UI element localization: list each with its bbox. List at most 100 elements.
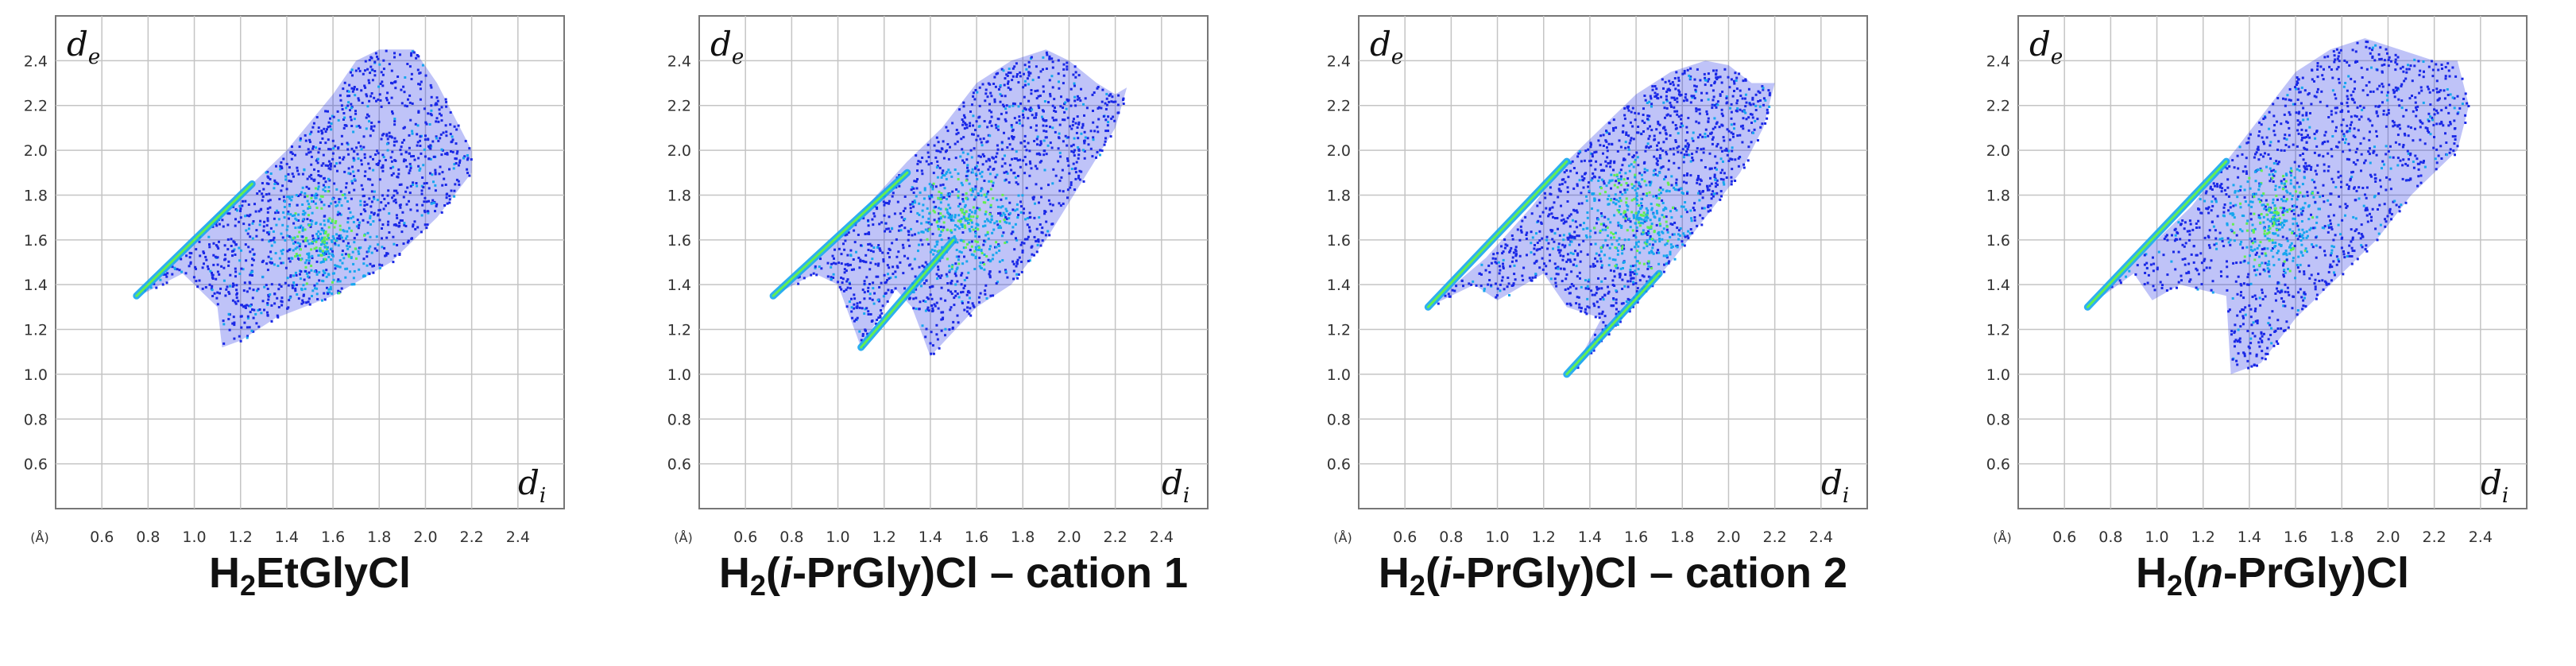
dense-point	[1618, 209, 1621, 211]
dense-point	[326, 234, 329, 238]
fingerprint-point	[234, 243, 238, 246]
fingerprint-point	[882, 260, 885, 263]
fingerprint-point	[1715, 122, 1718, 126]
fingerprint-point	[980, 141, 983, 144]
fingerprint-point	[912, 297, 915, 300]
fingerprint-point	[1618, 139, 1621, 142]
fingerprint-point	[931, 344, 934, 347]
fingerprint-point	[946, 143, 950, 145]
fingerprint-point	[228, 292, 231, 296]
fingerprint-point	[1715, 192, 1719, 195]
fingerprint-point	[987, 258, 990, 261]
fingerprint-point	[1508, 294, 1510, 296]
dense-point	[1619, 223, 1622, 227]
dense-point	[1633, 184, 1636, 188]
fingerprint-point	[458, 161, 461, 165]
fingerprint-point	[1549, 229, 1553, 231]
dense-point	[338, 292, 341, 295]
fingerprint-point	[267, 233, 270, 236]
fingerprint-point	[993, 76, 996, 79]
fingerprint-point	[1077, 174, 1081, 177]
fingerprint-point	[1673, 153, 1676, 156]
fingerprint-point	[1007, 86, 1010, 89]
fingerprint-point	[249, 271, 253, 274]
dense-point	[320, 254, 323, 257]
fingerprint-point	[1695, 150, 1698, 153]
fingerprint-point	[875, 275, 878, 278]
fingerprint-point	[1661, 199, 1664, 202]
fingerprint-point	[977, 193, 980, 196]
fingerprint-point	[922, 265, 926, 269]
fingerprint-point	[866, 332, 869, 335]
fingerprint-point	[251, 222, 254, 225]
fingerprint-point	[969, 314, 973, 317]
fingerprint-point	[401, 211, 404, 214]
fingerprint-point	[2216, 185, 2219, 188]
dense-point	[965, 179, 968, 182]
fingerprint-point	[398, 184, 401, 186]
fingerprint-point	[1730, 110, 1733, 114]
fingerprint-point	[1635, 203, 1638, 205]
fingerprint-point	[994, 176, 997, 179]
fingerprint-point	[362, 194, 366, 197]
fingerprint-point	[1076, 115, 1079, 118]
fingerprint-point	[1097, 118, 1100, 121]
fingerprint-point	[428, 123, 431, 126]
dense-point	[946, 228, 949, 231]
fingerprint-point	[909, 203, 912, 206]
fingerprint-point	[1035, 183, 1038, 186]
fingerprint-point	[440, 148, 443, 151]
fingerprint-point	[1699, 214, 1702, 217]
fingerprint-point	[1006, 146, 1009, 149]
fingerprint-point	[1628, 299, 1631, 302]
fingerprint-point	[1084, 136, 1087, 139]
fingerprint-point	[2205, 190, 2208, 193]
fingerprint-point	[930, 194, 933, 197]
dense-point	[322, 188, 325, 192]
fingerprint-point	[315, 287, 319, 290]
fingerprint-point	[845, 305, 849, 308]
fingerprint-point	[1649, 219, 1652, 222]
fingerprint-point	[957, 190, 960, 193]
fingerprint-point	[1713, 104, 1716, 107]
fingerprint-point	[1029, 162, 1032, 165]
fingerprint-point	[1647, 146, 1650, 149]
fingerprint-point	[1660, 192, 1662, 195]
fingerprint-point	[933, 303, 936, 306]
fingerprint-point	[1015, 150, 1018, 153]
fingerprint-point	[907, 233, 911, 236]
caption-italic: i	[779, 549, 792, 597]
fingerprint-point	[1647, 261, 1650, 265]
fingerprint-point	[932, 200, 935, 203]
x-tick-label: 0.6	[2052, 529, 2076, 546]
fingerprint-point	[1031, 253, 1034, 256]
fingerprint-point	[1029, 72, 1032, 75]
fingerprint-point	[1487, 264, 1491, 267]
fingerprint-point	[1104, 140, 1107, 143]
dense-point	[963, 216, 966, 219]
fingerprint-point	[993, 98, 996, 101]
fingerprint-point	[991, 257, 994, 261]
fingerprint-point	[1045, 130, 1048, 133]
fingerprint-point	[957, 296, 961, 299]
dense-point	[1661, 230, 1664, 234]
dense-point	[1002, 211, 1005, 215]
fingerprint-point	[907, 230, 910, 233]
fingerprint-point	[878, 286, 881, 288]
fingerprint-point	[942, 140, 945, 143]
dense-point	[281, 223, 284, 227]
fingerprint-cloud	[133, 49, 473, 348]
fingerprint-point	[419, 98, 422, 101]
dense-point	[1672, 206, 1674, 209]
fingerprint-point	[253, 203, 256, 206]
fingerprint-point	[1506, 244, 1509, 247]
fingerprint-point	[2285, 120, 2288, 123]
fingerprint-point	[367, 162, 370, 165]
fingerprint-point	[1551, 238, 1554, 241]
fingerprint-point	[369, 178, 372, 181]
fingerprint-point	[1073, 84, 1076, 87]
y-tick-label: 1.2	[24, 322, 48, 339]
fingerprint-point	[330, 162, 332, 165]
fingerprint-point	[1569, 169, 1572, 172]
fingerprint-point	[963, 308, 966, 312]
